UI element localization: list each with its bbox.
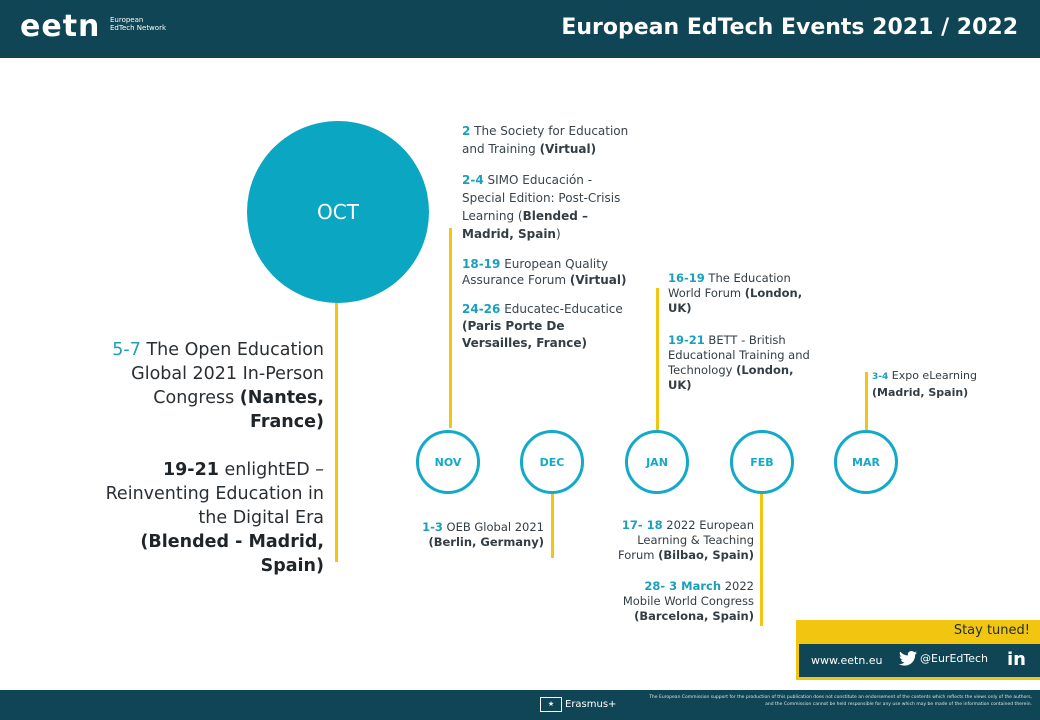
oct-event-left-2: 19-21 enlightED – Reinventing Education … xyxy=(84,458,324,578)
event-title: OEB Global 2021 xyxy=(442,520,544,534)
event-date: 3-4 xyxy=(872,372,889,382)
event-location: (Paris Porte De Versailles, France) xyxy=(462,319,588,350)
list-item: 18-19 European Quality Assurance Forum (… xyxy=(462,256,632,288)
erasmus-label: Erasmus+ xyxy=(565,698,617,710)
event-title: enlightED – Reinventing Education in the… xyxy=(105,460,324,528)
event-date: 2-4 xyxy=(462,173,484,187)
event-date: 5-7 xyxy=(112,340,141,360)
twitter-link[interactable]: @EurEdTech xyxy=(899,651,988,666)
month-label-oct: OCT xyxy=(317,200,359,224)
jan-line xyxy=(656,288,659,430)
stay-tuned-text: Stay tuned! xyxy=(953,623,1030,638)
event-date: 18-19 xyxy=(462,257,501,271)
event-date: 17- 18 xyxy=(621,518,663,532)
linkedin-icon[interactable]: in xyxy=(1007,649,1026,670)
event-date: 28- 3 March xyxy=(644,579,722,593)
nov-line-up xyxy=(449,228,452,428)
event-location: Blended – Madrid, Spain xyxy=(462,209,589,241)
feb-event-1: 17- 18 2022 European Learning & Teaching… xyxy=(606,518,754,563)
website-link[interactable]: www.eetn.eu xyxy=(811,654,883,667)
event-location: (London, UK) xyxy=(668,286,803,315)
event-location: (Berlin, Germany) xyxy=(428,535,544,549)
event-title: Expo eLearning xyxy=(888,369,977,382)
oct-line xyxy=(335,300,338,562)
event-date: 2 xyxy=(462,124,471,138)
month-label-jan: JAN xyxy=(646,455,668,469)
event-location: (Barcelona, Spain) xyxy=(634,609,754,623)
nov-event: 1-3 OEB Global 2021 (Berlin, Germany) xyxy=(396,520,544,550)
mar-line xyxy=(865,372,868,430)
twitter-handle: @EurEdTech xyxy=(920,652,989,665)
event-location: (Nantes, France) xyxy=(239,388,324,432)
jan-event-2: 19-21 BETT - British Educational Trainin… xyxy=(668,333,818,393)
month-circle-mar[interactable]: MAR xyxy=(834,430,898,494)
event-date: 1-3 xyxy=(422,520,443,534)
event-location: (Virtual) xyxy=(539,142,597,156)
jan-event-1: 16-19 The Education World Forum (London,… xyxy=(668,271,816,316)
oct-event-left-1: 5-7 The Open Education Global 2021 In-Pe… xyxy=(92,338,324,434)
event-title: BETT - British Educational Training and … xyxy=(668,333,810,377)
event-title: 2022 Mobile World Congress xyxy=(622,579,754,608)
footer-bar: ★ Erasmus+ The European Commission suppo… xyxy=(0,690,1040,720)
stay-tuned-banner: Stay tuned! xyxy=(796,620,1040,644)
page-title: European EdTech Events 2021 / 2022 xyxy=(561,15,1018,40)
list-item: 24-26 Educatec-Educatice (Paris Porte De… xyxy=(462,301,632,352)
event-title: The Open Education Global 2021 In-Person… xyxy=(131,340,324,408)
nov-line-down xyxy=(551,494,554,558)
month-label-nov: NOV xyxy=(434,455,462,469)
event-location: (Bilbao, Spain) xyxy=(658,548,754,562)
feb-line xyxy=(760,494,763,626)
erasmus-logo: ★ Erasmus+ xyxy=(540,693,622,715)
month-label-dec: DEC xyxy=(539,455,565,469)
eu-flag-icon: ★ xyxy=(540,696,562,712)
event-title: The Education World Forum xyxy=(668,271,791,300)
logo-subtitle: European EdTech Network xyxy=(110,16,166,32)
social-bar: www.eetn.eu @EurEdTech in xyxy=(796,644,1040,680)
list-item: 2-4 SIMO Educación - Special Edition: Po… xyxy=(462,171,632,243)
list-item: 2 The Society for Education and Training… xyxy=(462,122,632,158)
event-date: 19-21 xyxy=(162,460,219,480)
event-title: SIMO Educación - Special Edition: Post-C… xyxy=(462,173,621,223)
disclaimer-text: The European Commission support for the … xyxy=(649,695,1032,707)
eetn-logo[interactable]: eetn xyxy=(20,9,101,44)
event-location: (London, UK) xyxy=(668,363,794,392)
month-circle-dec[interactable]: DEC xyxy=(520,430,584,494)
event-title: The Society for Education and Training xyxy=(462,124,629,156)
mar-event: 3-4 Expo eLearning (Madrid, Spain) xyxy=(872,368,1012,400)
event-title: European Quality Assurance Forum xyxy=(462,257,609,287)
month-label-mar: MAR xyxy=(852,455,880,469)
month-circle-nov[interactable]: NOV xyxy=(416,430,480,494)
event-location: (Blended - Madrid, Spain) xyxy=(140,532,324,576)
event-date: 16-19 xyxy=(668,271,705,285)
event-title: Educatec-Educatice xyxy=(500,302,623,316)
event-date: 19-21 xyxy=(668,333,705,347)
twitter-icon xyxy=(899,651,917,666)
month-circle-feb[interactable]: FEB xyxy=(730,430,794,494)
oct-event-list: 2 The Society for Education and Training… xyxy=(462,122,632,365)
event-title: 2022 European Learning & Teaching Forum xyxy=(618,518,754,562)
month-circle-oct[interactable]: OCT xyxy=(247,121,429,303)
event-location: (Madrid, Spain) xyxy=(872,386,969,399)
month-label-feb: FEB xyxy=(750,455,774,469)
event-location: (Virtual) xyxy=(569,273,627,287)
event-date: 24-26 xyxy=(462,302,501,316)
event-location-tail: ) xyxy=(555,227,561,241)
header-bar: eetn European EdTech Network European Ed… xyxy=(0,0,1040,58)
feb-event-2: 28- 3 March 2022 Mobile World Congress (… xyxy=(606,579,754,624)
month-circle-jan[interactable]: JAN xyxy=(625,430,689,494)
